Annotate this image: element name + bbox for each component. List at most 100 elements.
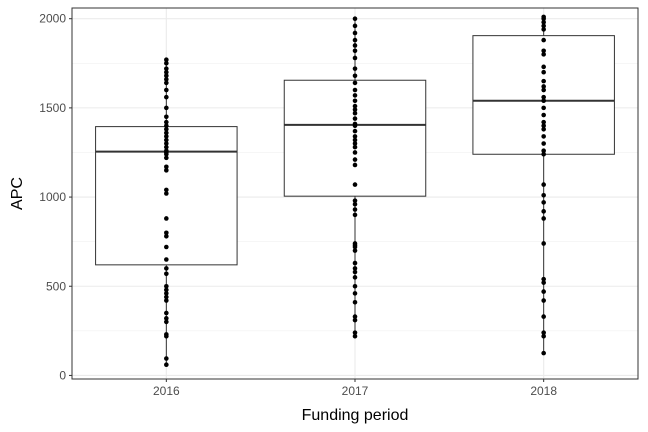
- data-point: [164, 332, 169, 337]
- data-point: [541, 314, 546, 319]
- data-point: [164, 144, 169, 150]
- data-point: [352, 144, 358, 150]
- data-point: [164, 155, 169, 161]
- data-point: [352, 134, 358, 139]
- data-point: [541, 151, 546, 157]
- data-point: [164, 94, 169, 100]
- data-point: [164, 80, 169, 86]
- data-point: [164, 73, 169, 79]
- data-point: [164, 148, 169, 153]
- data-point: [164, 257, 169, 262]
- data-point: [164, 66, 169, 71]
- data-point: [352, 93, 358, 98]
- data-point: [164, 69, 169, 75]
- data-point: [164, 319, 169, 325]
- data-point: [541, 64, 546, 70]
- axes: 0 500 1000 1500 2000 2016 2017 2018: [39, 12, 557, 398]
- data-point: [541, 148, 546, 153]
- data-point: [352, 314, 358, 319]
- data-point: [541, 119, 546, 125]
- data-point: [352, 212, 358, 218]
- data-point: [164, 141, 169, 146]
- data-point: [541, 241, 546, 246]
- data-point: [352, 55, 358, 61]
- y-tick-label: 500: [46, 279, 66, 293]
- data-point: [164, 191, 169, 196]
- data-point: [352, 30, 358, 36]
- data-point: [352, 116, 358, 121]
- data-point: [541, 192, 546, 198]
- data-point: [352, 48, 358, 54]
- data-point: [352, 80, 358, 86]
- data-point: [541, 52, 546, 57]
- data-point: [541, 298, 546, 303]
- data-point: [164, 87, 169, 93]
- data-point: [164, 77, 169, 82]
- data-point: [541, 112, 546, 118]
- data-point: [352, 73, 358, 79]
- data-point: [541, 333, 546, 339]
- y-tick-label: 1000: [39, 190, 66, 204]
- data-point: [164, 130, 169, 136]
- data-point: [541, 350, 546, 356]
- data-point: [352, 150, 358, 155]
- y-tick-label: 2000: [39, 12, 66, 26]
- data-point: [352, 182, 358, 187]
- data-point: [352, 16, 358, 22]
- data-point: [352, 137, 358, 143]
- data-point: [352, 291, 358, 296]
- data-point: [164, 362, 169, 368]
- data-point: [541, 78, 546, 84]
- data-point: [352, 87, 358, 93]
- data-point: [541, 123, 546, 129]
- data-point: [541, 37, 546, 43]
- data-point: [541, 19, 546, 25]
- data-point: [541, 126, 546, 132]
- x-tick-label: 2016: [153, 384, 180, 398]
- data-point: [352, 283, 358, 289]
- data-point: [164, 234, 169, 239]
- data-point: [352, 300, 358, 305]
- data-point: [541, 105, 546, 111]
- data-point: [541, 141, 546, 146]
- data-point: [164, 291, 169, 296]
- data-point: [164, 356, 169, 361]
- x-tick-label: 2018: [530, 384, 557, 398]
- data-point: [541, 280, 546, 285]
- data-point: [164, 230, 169, 236]
- data-point: [541, 134, 546, 139]
- data-point: [352, 269, 358, 275]
- data-point: [352, 43, 358, 48]
- data-point: [352, 266, 358, 271]
- data-point: [164, 126, 169, 132]
- data-point: [164, 310, 169, 316]
- data-point: [352, 317, 358, 323]
- data-point: [352, 241, 358, 246]
- data-point: [541, 289, 546, 294]
- data-point: [352, 198, 358, 203]
- data-point: [164, 187, 169, 193]
- points: [164, 14, 546, 368]
- data-point: [541, 98, 546, 104]
- data-point: [164, 60, 169, 66]
- data-point: [541, 69, 546, 75]
- data-point: [164, 164, 169, 170]
- data-point: [352, 121, 358, 127]
- data-point: [164, 105, 169, 111]
- x-tick-label: 2017: [342, 384, 369, 398]
- data-point: [352, 201, 358, 207]
- data-point: [352, 275, 358, 280]
- data-point: [352, 141, 358, 146]
- data-point: [352, 330, 358, 335]
- data-point: [164, 137, 169, 143]
- data-point: [164, 283, 169, 289]
- data-point: [352, 128, 358, 134]
- x-axis-title: Funding period: [302, 407, 409, 424]
- data-point: [541, 276, 546, 282]
- data-point: [164, 298, 169, 303]
- data-point: [352, 23, 358, 29]
- data-point: [541, 27, 546, 32]
- data-point: [352, 107, 358, 112]
- data-point: [352, 37, 358, 43]
- data-point: [352, 207, 358, 212]
